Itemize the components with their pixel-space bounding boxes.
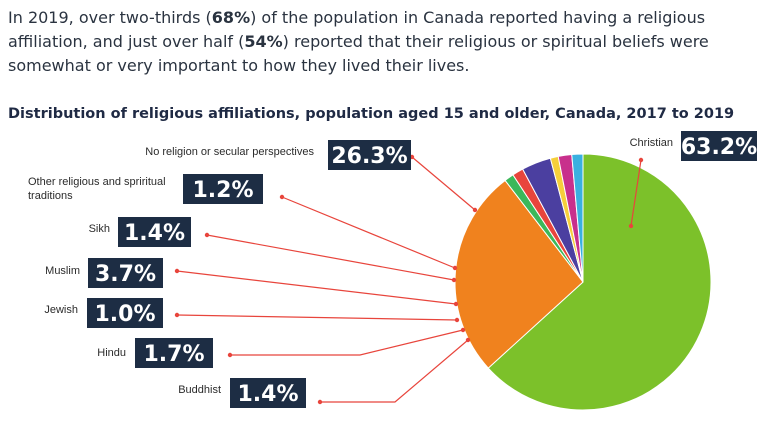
slice-label-hindu: Hindu [97,347,126,359]
leader-dot-jewish [174,312,180,318]
intro-stat-68: 68% [211,8,251,27]
slice-label-no-religion-or-secular-perspectives: No religion or secular perspectives [145,146,314,158]
value-badge-sikh [118,217,191,247]
pie-slice-christian [487,153,712,411]
value-label-christian: 63.2% [681,135,757,160]
leader-dot-buddhist [465,337,471,343]
leader-dot-sikh [204,232,210,238]
pie-slice-no-religion-or-secular-perspectives [454,179,584,369]
chart-title: Distribution of religious affiliations, … [8,106,735,122]
value-badge-buddhist [230,378,306,408]
leader-line-buddhist [320,339,469,403]
intro-stat-54: 54% [244,32,283,51]
value-label-buddhist: 1.4% [237,382,298,407]
intro-paragraph: In 2019, over two-thirds (68%) of the po… [8,6,758,78]
value-badge-no-religion-or-secular-perspectives [328,140,411,170]
leader-dot-jewish [454,317,460,323]
value-badge-muslim [88,258,163,288]
slice-label-christian: Christian [630,137,673,149]
leader-line-muslim [176,270,457,305]
leader-line-sikh [206,234,455,281]
intro-text-2: ) of the population in Canada reported h… [8,8,706,51]
slice-label-buddhist: Buddhist [178,384,221,396]
leader-line-christian [630,159,642,227]
value-label-no-religion-or-secular-perspectives: 26.3% [331,144,407,169]
leader-line-no-religion-or-secular-perspectives [411,156,476,211]
leader-dot-buddhist [317,399,323,405]
slice-label-sikh: Sikh [89,223,110,235]
slice-label-muslim: Muslim [45,265,80,277]
value-label-hindu: 1.7% [143,342,204,367]
leader-dot-christian [638,157,644,163]
slice-label-jewish: Jewish [44,304,78,316]
pie-slice-buddhist [571,153,584,283]
value-label-jewish: 1.0% [94,302,155,327]
leader-dot-hindu [227,352,233,358]
leader-dot-other-religious-and-spriritual-traditions [452,265,458,271]
leader-line-jewish [176,314,458,321]
leader-dot-sikh [451,277,457,283]
value-badge-hindu [135,338,213,368]
leader-dot-christian [628,223,634,229]
leader-dot-hindu [460,327,466,333]
value-badge-other-religious-and-spriritual-traditions [183,174,263,204]
value-label-muslim: 3.7% [95,262,156,287]
leader-dot-muslim [453,301,459,307]
intro-text-1: In 2019, over two-thirds ( [8,8,212,27]
leader-line-other-religious-and-spriritual-traditions [281,196,456,269]
leader-dot-no-religion-or-secular-perspectives [472,207,478,213]
slice-label-other-religious-and-spriritual-traditions: Other religious and spriritual traditions [28,176,166,202]
value-label-sikh: 1.4% [124,221,185,246]
leader-dot-muslim [174,268,180,274]
value-badge-jewish [87,298,163,328]
value-badge-christian [681,131,757,161]
intro-text-3: ) reported that their religious or spiri… [8,32,709,75]
leader-dot-other-religious-and-spriritual-traditions [279,194,285,200]
value-label-other-religious-and-spriritual-traditions: 1.2% [192,178,253,203]
leader-line-hindu [230,329,464,356]
